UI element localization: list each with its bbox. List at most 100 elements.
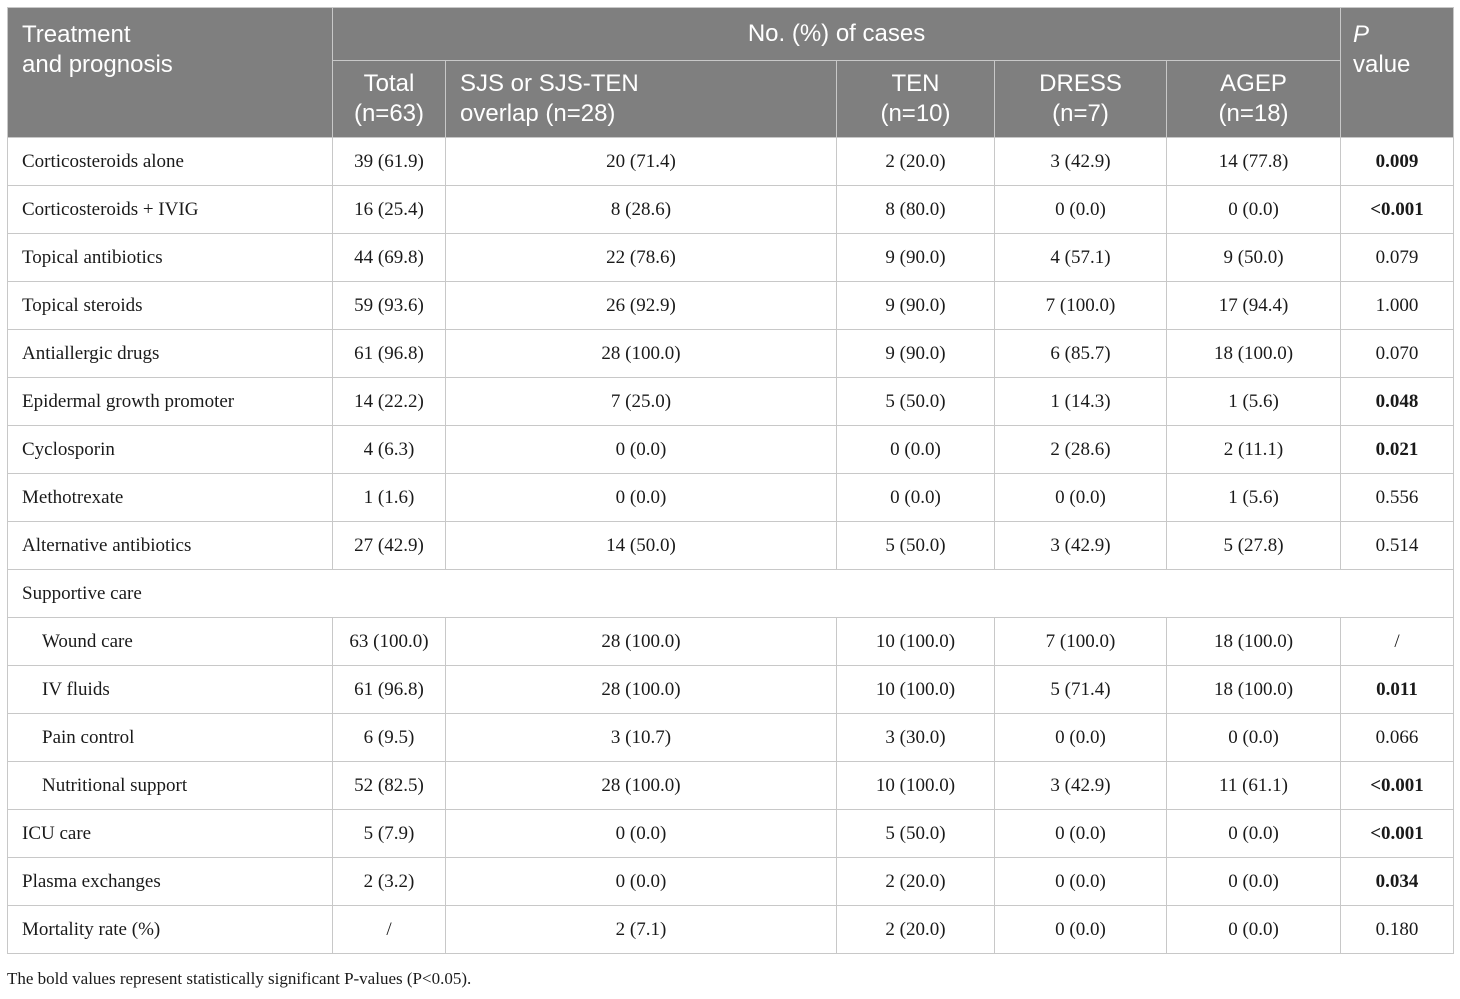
- row-label: IV fluids: [7, 665, 333, 714]
- header-line: (n=7): [1052, 100, 1109, 127]
- data-cell: 0 (0.0): [1165, 905, 1342, 954]
- table-body: Corticosteroids alone 39 (61.9) 20 (71.4) 2…: [6, 137, 1455, 954]
- section-label: Supportive care: [6, 569, 1455, 618]
- data-cell: 0 (0.0): [994, 473, 1167, 522]
- p-value-cell: <0.001: [1340, 809, 1455, 858]
- table-row: Cyclosporin 4 (6.3) 0 (0.0) 0 (0.0) 2 (28.6)…: [7, 425, 1455, 474]
- data-cell: 28 (100.0): [445, 665, 837, 714]
- data-cell: 52 (82.5): [332, 761, 446, 810]
- data-cell: 2 (20.0): [836, 857, 995, 906]
- data-cell: 0 (0.0): [1165, 809, 1342, 858]
- data-cell: 16 (25.4): [332, 185, 446, 234]
- row-label: Plasma exchanges: [7, 857, 333, 906]
- column-header-agep: AGEP (n=18): [1165, 60, 1342, 138]
- data-cell: 5 (50.0): [836, 377, 995, 426]
- data-cell: 28 (100.0): [445, 761, 837, 810]
- data-cell: 3 (42.9): [994, 137, 1167, 186]
- data-cell: 17 (94.4): [1165, 281, 1342, 330]
- header-line: P: [1353, 21, 1370, 48]
- p-value-cell: 0.021: [1340, 425, 1455, 474]
- data-cell: 2 (11.1): [1165, 425, 1342, 474]
- column-header-treatment: Treatment and prognosis: [7, 7, 333, 138]
- data-cell: 6 (85.7): [994, 329, 1167, 378]
- column-header-p-value: P value: [1340, 7, 1455, 138]
- data-cell: 9 (50.0): [1165, 233, 1342, 282]
- data-cell: 0 (0.0): [994, 857, 1167, 906]
- data-cell: 26 (92.9): [445, 281, 837, 330]
- table-row: Methotrexate 1 (1.6) 0 (0.0) 0 (0.0) 0 (0.0)…: [7, 473, 1455, 522]
- data-cell: 44 (69.8): [332, 233, 446, 282]
- header-line: (n=10): [880, 100, 951, 127]
- data-cell: 5 (7.9): [332, 809, 446, 858]
- header-line: TEN: [891, 70, 940, 97]
- data-cell: 2 (7.1): [445, 905, 837, 954]
- p-value-cell: 0.070: [1340, 329, 1455, 378]
- data-cell: 4 (6.3): [332, 425, 446, 474]
- data-cell: 10 (100.0): [836, 617, 995, 666]
- p-value-cell: 0.009: [1340, 137, 1455, 186]
- table-row: Topical antibiotics 44 (69.8) 22 (78.6) 9 (…: [7, 233, 1455, 282]
- data-cell: 11 (61.1): [1165, 761, 1342, 810]
- data-cell: 5 (50.0): [836, 521, 995, 570]
- table-header: Treatment and prognosis No. (%) of cases…: [7, 7, 1455, 138]
- p-value-cell: 0.514: [1340, 521, 1455, 570]
- data-cell: 2 (3.2): [332, 857, 446, 906]
- table-row: Mortality rate (%)/2 (7.1) 2 (20.0) 0 (0.0…: [7, 905, 1455, 954]
- header-line: overlap (n=28): [460, 100, 616, 127]
- p-value-cell: /: [1340, 617, 1455, 666]
- data-cell: 0 (0.0): [836, 473, 995, 522]
- table-row: Alternative antibiotics 27 (42.9) 14 (50.0…: [7, 521, 1455, 570]
- data-cell: 0 (0.0): [445, 857, 837, 906]
- data-cell: 2 (28.6): [994, 425, 1167, 474]
- row-label: Nutritional support: [7, 761, 333, 810]
- data-cell: 3 (42.9): [994, 521, 1167, 570]
- data-cell: 0 (0.0): [1165, 713, 1342, 762]
- data-cell: 2 (20.0): [836, 137, 995, 186]
- data-cell: 14 (77.8): [1165, 137, 1342, 186]
- data-cell: 0 (0.0): [445, 809, 837, 858]
- data-cell: 1 (5.6): [1165, 377, 1342, 426]
- table-row: Wound care 63 (100.0) 28 (100.0) 10 (100.0)…: [7, 617, 1455, 666]
- header-line: DRESS: [1039, 70, 1122, 97]
- data-cell: 9 (90.0): [836, 329, 995, 378]
- header-line: (n=63): [353, 100, 425, 127]
- table-row: Topical steroids 59 (93.6) 26 (92.9) 9 (90.…: [7, 281, 1455, 330]
- section-row: Supportive care: [6, 569, 1455, 618]
- header-line: SJS or SJS-TEN: [460, 70, 639, 97]
- data-cell: 7 (25.0): [445, 377, 837, 426]
- p-value-cell: 1.000: [1340, 281, 1455, 330]
- column-header-total: Total (n=63): [332, 60, 446, 138]
- table-footnote: The bold values represent statistically …: [7, 969, 472, 988]
- row-label: Alternative antibiotics: [7, 521, 333, 570]
- data-cell: 27 (42.9): [332, 521, 446, 570]
- table-row: Corticosteroids + IVIG 16 (25.4) 8 (28.6) 8…: [7, 185, 1455, 234]
- p-value-cell: <0.001: [1340, 761, 1455, 810]
- row-label: Epidermal growth promoter: [7, 377, 333, 426]
- data-cell: 39 (61.9): [332, 137, 446, 186]
- data-cell: 0 (0.0): [445, 473, 837, 522]
- data-cell: 18 (100.0): [1165, 329, 1342, 378]
- p-value-cell: 0.011: [1340, 665, 1455, 714]
- data-cell: 1 (5.6): [1165, 473, 1342, 522]
- table-row: Pain control 6 (9.5) 3 (10.7) 3 (30.0) 0 (0.…: [7, 713, 1455, 762]
- row-label: Corticosteroids alone: [7, 137, 333, 186]
- table-row: Epidermal growth promoter 14 (22.2) 7 (25.…: [7, 377, 1455, 426]
- column-header-sjs: SJS or SJS-TEN overlap (n=28): [445, 60, 837, 138]
- data-cell: 0 (0.0): [994, 809, 1167, 858]
- data-cell: 1 (14.3): [994, 377, 1167, 426]
- data-cell: /: [332, 905, 446, 954]
- data-cell: 14 (22.2): [332, 377, 446, 426]
- row-label: Pain control: [7, 713, 333, 762]
- data-cell: 0 (0.0): [836, 425, 995, 474]
- data-cell: 7 (100.0): [994, 281, 1167, 330]
- header-line: and prognosis: [22, 51, 173, 78]
- data-cell: 0 (0.0): [1165, 857, 1342, 906]
- p-value-cell: 0.180: [1340, 905, 1455, 954]
- table-row: ICU care 5 (7.9) 0 (0.0) 5 (50.0) 0 (0.0) 0 (…: [7, 809, 1455, 858]
- data-cell: 0 (0.0): [994, 185, 1167, 234]
- data-cell: 5 (71.4): [994, 665, 1167, 714]
- data-cell: 8 (28.6): [445, 185, 837, 234]
- data-cell: 3 (42.9): [994, 761, 1167, 810]
- table-row: Corticosteroids alone 39 (61.9) 20 (71.4) 2…: [7, 137, 1455, 186]
- p-value-cell: <0.001: [1340, 185, 1455, 234]
